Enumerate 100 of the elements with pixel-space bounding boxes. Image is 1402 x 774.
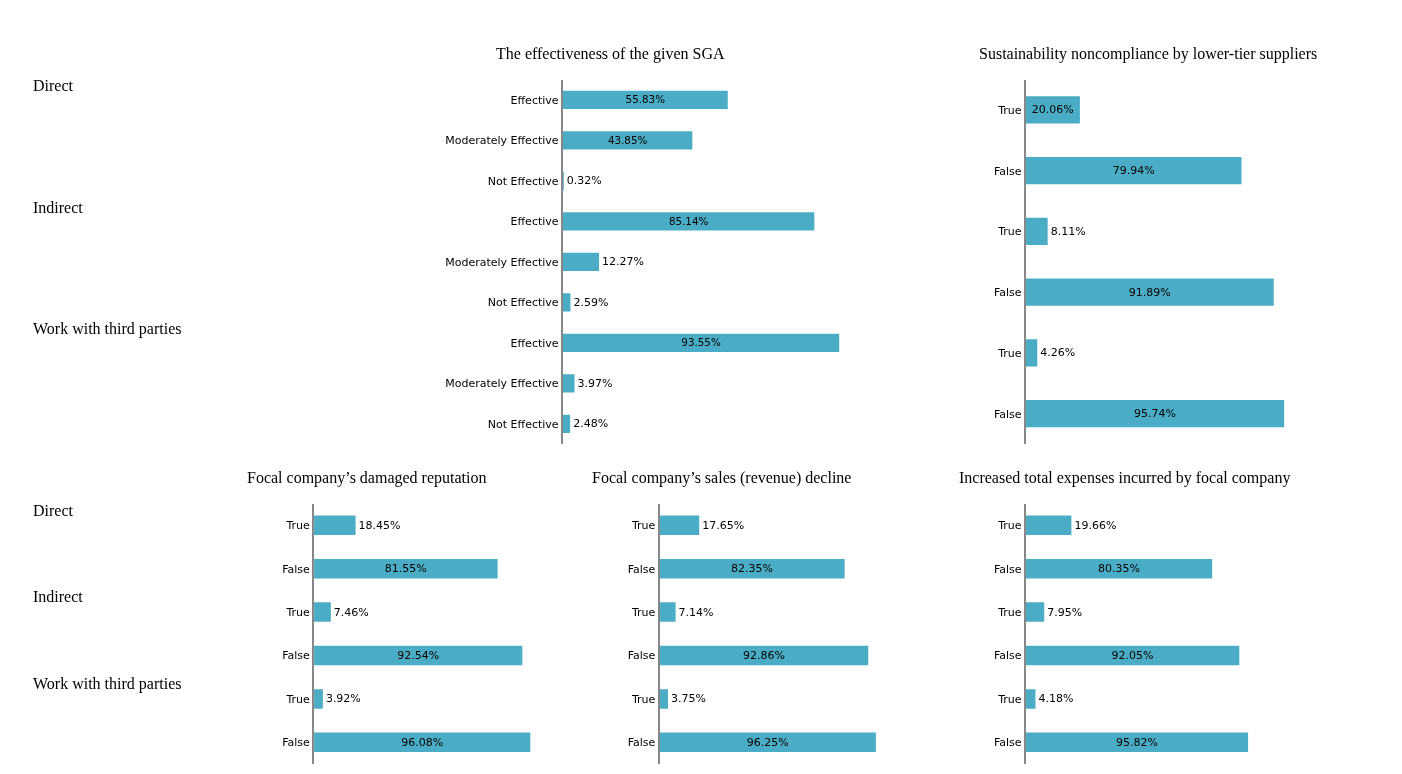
data-label: 3.92% xyxy=(325,692,361,706)
bar xyxy=(314,558,498,579)
data-label: 80.35% xyxy=(1098,562,1140,576)
data-label: 92.05% xyxy=(1111,649,1154,663)
y-tick-label: Effective xyxy=(510,215,559,229)
data-label: 7.46% xyxy=(333,605,369,619)
y-tick-label: Not Effective xyxy=(487,417,559,431)
data-label: 92.54% xyxy=(397,649,440,663)
y-tick-label: False xyxy=(993,562,1022,576)
bar xyxy=(1025,732,1249,753)
chart-title: The effectiveness of the given SGA xyxy=(496,45,725,63)
chart-title: Focal company’s damaged reputation xyxy=(247,469,487,487)
data-label: 8.11% xyxy=(1050,224,1086,238)
bar xyxy=(1025,689,1036,709)
y-tick-label: False xyxy=(282,562,311,576)
data-label: 43.85% xyxy=(607,133,648,146)
data-label: 92.86% xyxy=(742,649,785,663)
data-label: 91.89% xyxy=(1128,285,1171,299)
data-label: 93.55% xyxy=(681,336,721,349)
data-label: 96.25% xyxy=(746,735,789,749)
y-tick-label: True xyxy=(630,692,656,706)
y-tick-label: False xyxy=(627,736,656,750)
data-label: 95.74% xyxy=(1133,407,1176,421)
data-label: 4.26% xyxy=(1040,346,1076,360)
data-label: 12.27% xyxy=(602,255,644,269)
y-tick-label: Not Effective xyxy=(487,296,559,310)
y-tick-label: False xyxy=(627,562,656,576)
y-tick-label: True xyxy=(997,103,1022,117)
y-tick-label: Moderately Effective xyxy=(445,255,559,269)
bar xyxy=(1025,602,1045,622)
y-tick-label: False xyxy=(993,164,1022,178)
text: Work with third parties xyxy=(33,320,182,338)
data-label: 2.48% xyxy=(573,417,609,431)
bar xyxy=(562,252,600,271)
chart-title: Focal company’s sales (revenue) decline xyxy=(592,469,852,487)
y-tick-label: True xyxy=(997,519,1022,533)
bar xyxy=(562,374,575,393)
y-tick-label: Moderately Effective xyxy=(445,377,559,391)
bar xyxy=(562,293,571,312)
text: Work with third parties xyxy=(33,675,182,693)
y-tick-label: False xyxy=(627,649,656,663)
y-tick-label: False xyxy=(282,736,311,750)
bar xyxy=(314,645,523,666)
bar xyxy=(562,90,728,109)
bar xyxy=(659,689,668,709)
bar xyxy=(1025,156,1242,185)
data-label: 81.55% xyxy=(384,562,427,576)
y-tick-label: False xyxy=(282,649,311,663)
y-tick-label: True xyxy=(630,605,656,619)
y-tick-label: Effective xyxy=(510,93,559,107)
y-tick-label: False xyxy=(993,736,1022,750)
data-label: 2.59% xyxy=(573,295,609,309)
bar xyxy=(1025,278,1274,306)
bar xyxy=(314,515,356,536)
bar xyxy=(562,333,840,352)
data-label: 4.18% xyxy=(1038,692,1074,706)
y-tick-label: True xyxy=(285,605,311,619)
y-tick-label: Effective xyxy=(510,336,559,350)
data-label: 85.14% xyxy=(668,214,709,227)
y-tick-label: True xyxy=(997,692,1022,706)
bar xyxy=(1025,645,1240,666)
data-label: 19.66% xyxy=(1074,518,1117,532)
bar xyxy=(562,212,815,231)
bar xyxy=(659,645,869,666)
bar xyxy=(314,602,331,622)
y-tick-label: True xyxy=(997,346,1022,360)
chart-title: Sustainability noncompliance by lower-tier suppliers xyxy=(979,45,1318,63)
y-tick-label: True xyxy=(285,692,311,706)
bar xyxy=(1025,515,1072,536)
text: Direct xyxy=(33,77,74,94)
bar xyxy=(659,515,700,536)
bar xyxy=(314,732,531,753)
y-tick-label: Not Effective xyxy=(487,174,559,188)
bar xyxy=(659,602,676,622)
bar xyxy=(1025,217,1048,246)
bar xyxy=(1025,400,1285,428)
bar xyxy=(314,689,323,709)
data-label: 17.65% xyxy=(702,518,745,532)
data-label: 96.08% xyxy=(401,735,444,749)
data-label: 3.97% xyxy=(577,376,613,390)
text: Direct xyxy=(33,502,74,519)
y-tick-label: False xyxy=(993,286,1022,300)
data-label: 7.14% xyxy=(678,605,714,619)
bar xyxy=(1025,558,1213,579)
data-label: 95.82% xyxy=(1115,735,1158,749)
bar xyxy=(562,131,693,150)
y-tick-label: True xyxy=(997,605,1022,619)
data-label: 79.94% xyxy=(1112,164,1155,178)
data-label: 0.32% xyxy=(566,174,602,188)
y-tick-label: False xyxy=(993,407,1022,421)
y-tick-label: True xyxy=(630,519,656,533)
y-tick-label: True xyxy=(997,225,1022,239)
chart-title: Increased total expenses incurred by focal company xyxy=(959,469,1291,487)
data-label: 18.45% xyxy=(358,518,401,532)
y-tick-label: Moderately Effective xyxy=(445,134,559,148)
y-tick-label: False xyxy=(993,649,1022,663)
bar xyxy=(1025,339,1038,367)
data-label: 7.95% xyxy=(1047,605,1083,619)
bar xyxy=(659,558,845,579)
bar xyxy=(562,414,571,433)
